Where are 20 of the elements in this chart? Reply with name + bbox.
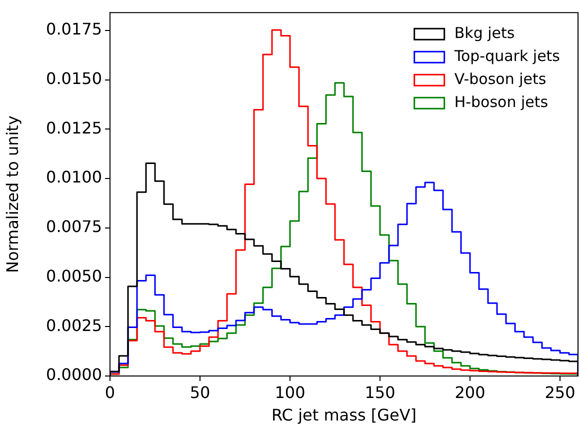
- x-tick-label: 200: [454, 382, 486, 402]
- legend-label: V-boson jets: [454, 70, 546, 88]
- y-tick-label: 0.0025: [46, 316, 102, 335]
- y-tick-label: 0.0150: [46, 68, 102, 88]
- y-tick-label: 0.0175: [46, 20, 102, 39]
- x-tick-label: 0: [104, 382, 116, 402]
- legend-label: H-boson jets: [454, 92, 548, 111]
- x-tick-label: 250: [544, 382, 576, 402]
- legend-label: Bkg jets: [454, 24, 515, 42]
- y-tick-label: 0.0075: [46, 217, 102, 236]
- x-tick-label: 50: [190, 382, 210, 402]
- x-axis-title: RC jet mass [GeV]: [271, 406, 417, 425]
- legend-label: Top-quark jets: [453, 46, 560, 65]
- y-tick-label: 0.0100: [46, 168, 102, 187]
- x-tick-label: 150: [364, 382, 396, 402]
- x-tick-label: 100: [274, 382, 306, 402]
- y-tick-label: 0.0050: [46, 266, 102, 286]
- y-tick-label: 0.0000: [46, 365, 102, 384]
- y-tick-label: 0.0125: [46, 118, 102, 138]
- y-axis-title: Normalized to unity: [2, 116, 22, 274]
